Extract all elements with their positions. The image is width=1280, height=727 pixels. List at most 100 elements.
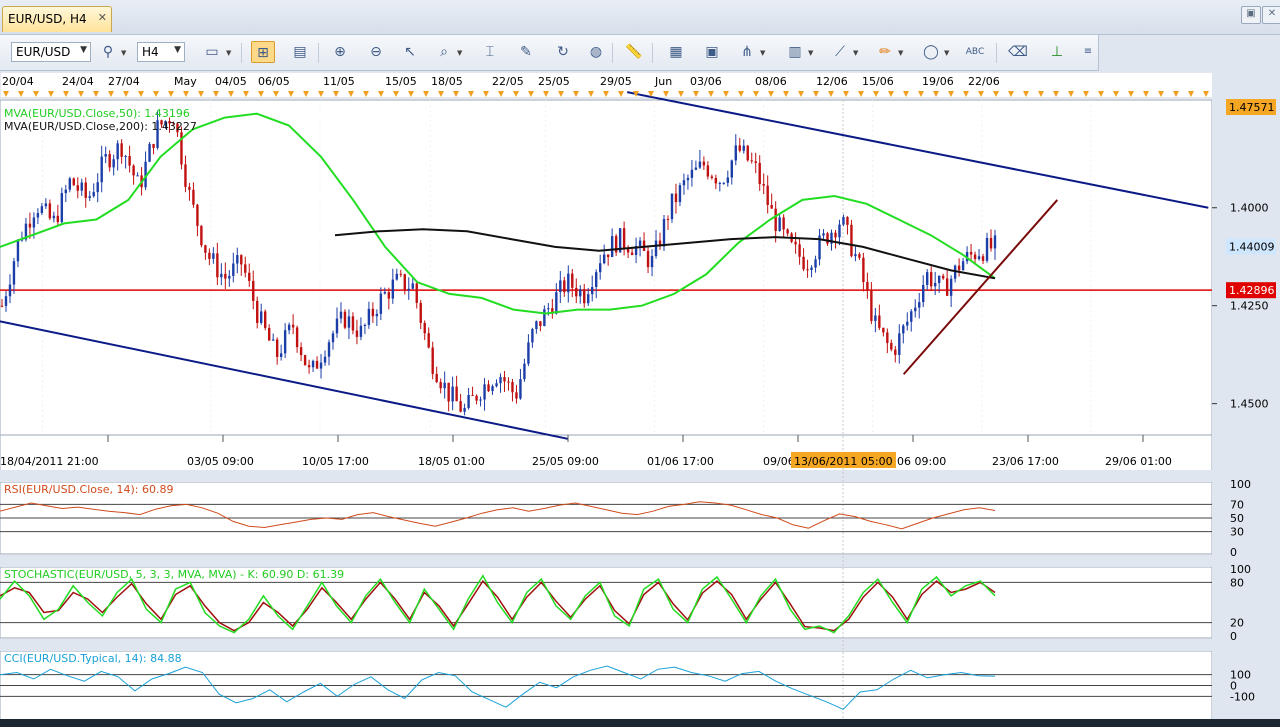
candle-body [419,302,422,323]
candle-body [120,143,123,157]
candle-body [128,155,131,166]
magnifier-icon[interactable]: ⌕ [440,44,448,60]
chevron-down-icon[interactable]: ▼ [226,49,232,57]
panel-gap [0,639,1280,651]
date-marker [138,91,144,97]
candle-body [0,305,4,307]
date-marker [663,91,669,97]
candle-body [487,384,490,392]
rsi-panel[interactable] [0,501,1212,533]
restore-icon[interactable]: ▣ [1241,6,1261,24]
price-panel[interactable] [0,91,1212,440]
symbol-select[interactable]: EUR/USD ▼ [11,42,91,62]
refresh-icon[interactable]: ↻ [557,44,569,60]
date-marker [48,91,54,97]
candle-body [491,386,494,392]
candle-body [132,165,135,176]
candle-body [610,236,614,258]
tab-close-icon[interactable]: ✕ [97,11,107,24]
price-tick-label: 1.4500 [1230,398,1269,411]
symbol-link-icon[interactable]: ⚲ [102,44,114,60]
candle-body [391,279,395,299]
image-icon[interactable]: ▦ [669,44,683,60]
candle-body [351,316,355,331]
chevron-down-icon[interactable]: ▼ [760,49,766,57]
candle-body [511,381,514,393]
candle-body [447,382,450,402]
candle-body [985,237,989,261]
chart-type-icon[interactable]: ▭ [205,44,219,60]
date-marker [408,91,414,97]
timeframe-select[interactable]: H4 ▼ [137,42,185,62]
candle-body [806,269,809,271]
candle-body [311,360,315,368]
cci-tick-label: -100 [1230,690,1255,703]
ruler-icon[interactable]: 📏 [625,44,643,60]
candle-body [858,254,861,258]
time-axis-label: 01/06 17:00 [647,455,714,468]
draw-line-icon[interactable]: ⟋ [835,44,845,60]
chevron-down-icon[interactable]: ▼ [898,49,904,57]
ellipse-icon[interactable]: ◯ [923,44,939,60]
chevron-down-icon[interactable]: ▼ [853,49,859,57]
channel-icon[interactable]: ▥ [788,44,802,60]
date-marker [798,91,804,97]
chevron-down-icon[interactable]: ▼ [808,49,814,57]
top-date-label: 03/06 [690,75,722,88]
chevron-down-icon[interactable]: ▼ [121,49,127,57]
candle-body [718,182,722,184]
time-axis-label: 03/05 09:00 [187,455,254,468]
candle-body [204,245,207,253]
hierarchy-icon[interactable]: ⊥ [1050,44,1064,60]
top-date-label: 15/05 [385,75,417,88]
toolbar-overflow-icon[interactable]: ≡ [1083,46,1093,57]
chart-svg[interactable]: 20/04 24/04 27/04 May 04/05 06/05 11/05 15/05 18… [0,71,1280,721]
date-marker [108,91,114,97]
candle-body [945,278,949,296]
candle-body [778,217,781,232]
candle-body [160,120,163,125]
candle-body [515,392,518,399]
date-marker [318,91,324,97]
chart-area[interactable]: 20/04 24/04 27/04 May 04/05 06/05 11/05 15/05 18… [0,71,1280,721]
date-marker [1158,91,1164,97]
stochastic-panel[interactable] [0,574,1212,634]
price-tag-label: 1.47571 [1229,101,1275,114]
properties-icon[interactable]: ▤ [293,44,307,60]
close-icon[interactable]: ✕ [1262,6,1280,24]
candle-body [941,275,945,279]
candle-body [746,145,749,161]
pencil-icon[interactable]: ✏ [879,44,891,60]
fork-icon[interactable]: ⋔ [741,44,753,60]
candle-body [435,373,438,383]
price-tick-label: 1.4000 [1230,202,1269,215]
panel-gap [0,470,1280,482]
candle-body [399,273,402,275]
candle-body [463,407,466,412]
chevron-down-icon[interactable]: ▼ [457,49,463,57]
globe-icon[interactable]: ◍ [589,44,603,60]
candle-body [918,302,921,308]
text-tool-icon[interactable]: ABC [965,47,985,57]
date-marker [873,91,879,97]
candle-body [92,192,95,197]
save-template-icon[interactable]: ▣ [705,44,719,60]
chevron-down-icon[interactable]: ▼ [944,49,950,57]
cci-panel[interactable] [0,665,1212,710]
candle-body [722,182,726,184]
candle-body [32,217,36,228]
edit-chart-icon[interactable]: ✎ [520,44,532,60]
candle-body [275,339,279,357]
pointer-icon[interactable]: ↖ [404,44,416,60]
zoom-in-icon[interactable]: ⊕ [334,44,346,60]
bar-mode-icon[interactable]: ⊞ [251,41,275,63]
zoom-out-icon[interactable]: ⊖ [370,44,382,60]
candle-body [957,265,961,271]
date-marker [183,91,189,97]
candle-body [662,219,666,247]
candle-body [914,307,917,312]
cursor-date-label: 13/06/2011 05:00 [794,455,893,468]
chart-tab[interactable]: EUR/USD, H4 ✕ [2,6,112,32]
crosshair-icon[interactable]: ⌶ [485,44,495,60]
eraser-icon[interactable]: ⌫ [1008,44,1028,60]
